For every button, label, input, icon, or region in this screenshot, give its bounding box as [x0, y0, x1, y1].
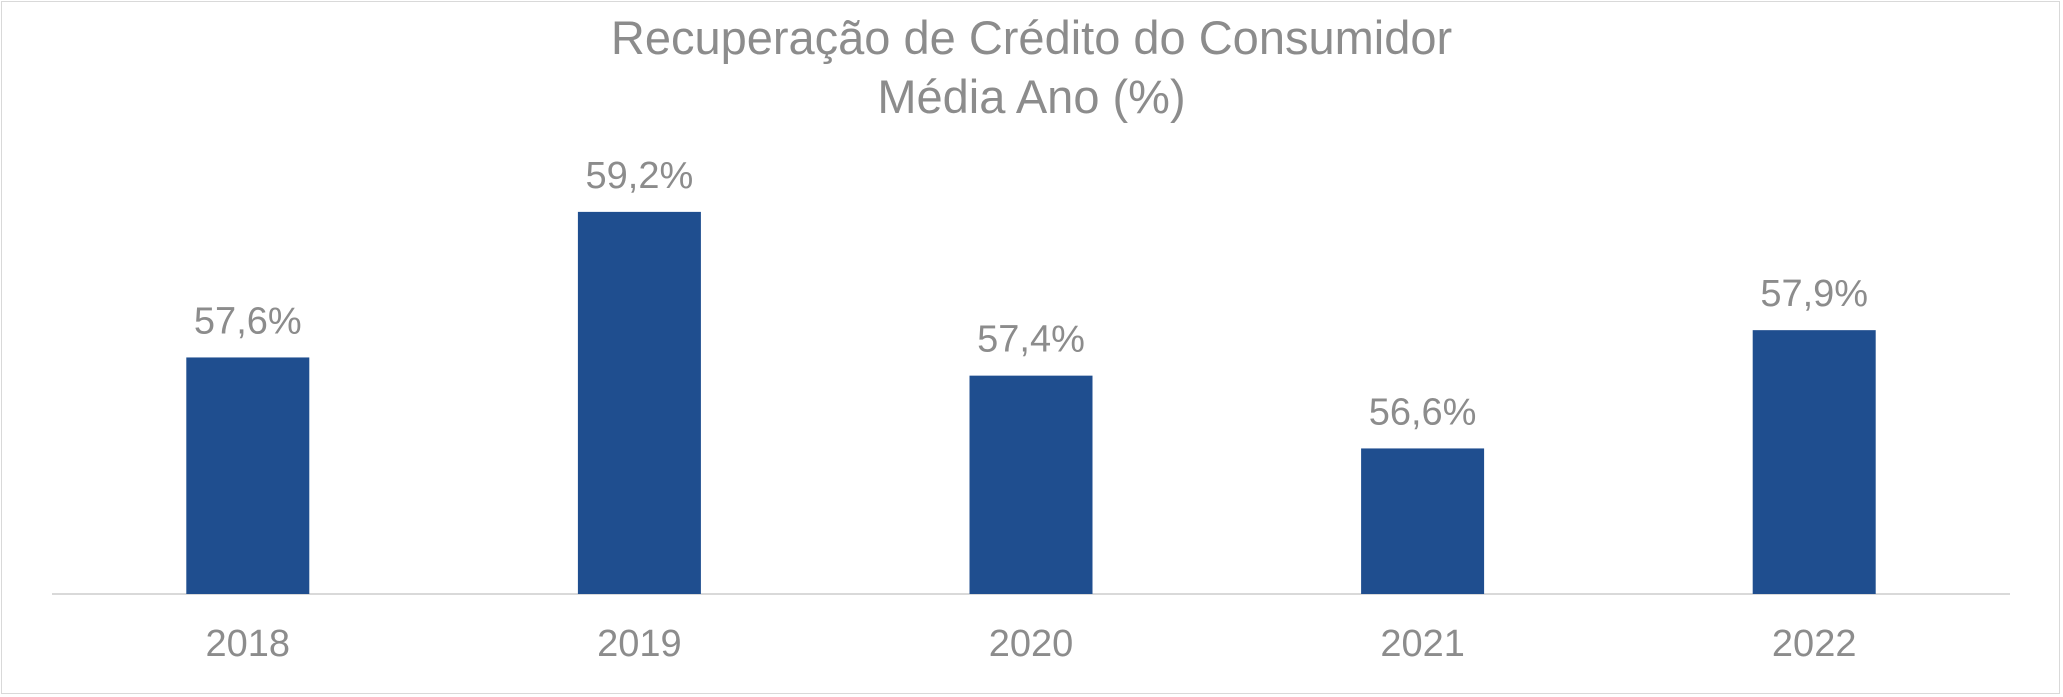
bar-2019	[577, 211, 701, 594]
x-tick-label-2018: 2018	[206, 623, 291, 665]
data-labels-group: 57,6% 59,2% 57,4% 56,6% 57,9%	[194, 155, 1868, 434]
x-tick-label-2019: 2019	[597, 623, 682, 665]
bar-2022	[1752, 330, 1876, 594]
data-label-2021: 56,6%	[1369, 391, 1477, 433]
bar-2020	[969, 375, 1093, 594]
x-tick-label-2022: 2022	[1772, 623, 1857, 665]
x-tick-label-2021: 2021	[1380, 623, 1465, 665]
data-label-2022: 57,9%	[1760, 273, 1868, 315]
bars-group	[186, 211, 1876, 594]
data-label-2018: 57,6%	[194, 300, 302, 342]
bar-2018	[186, 357, 310, 594]
x-tick-label-2020: 2020	[989, 623, 1074, 665]
x-tick-labels-group: 2018 2019 2020 2021 2022	[206, 623, 1857, 665]
data-label-2020: 57,4%	[977, 319, 1085, 361]
data-label-2019: 59,2%	[586, 155, 694, 197]
chart-title: Recuperação de Crédito do Consumidor	[610, 11, 1453, 64]
chart-subtitle: Média Ano (%)	[877, 70, 1186, 123]
bar-2021	[1361, 448, 1485, 594]
